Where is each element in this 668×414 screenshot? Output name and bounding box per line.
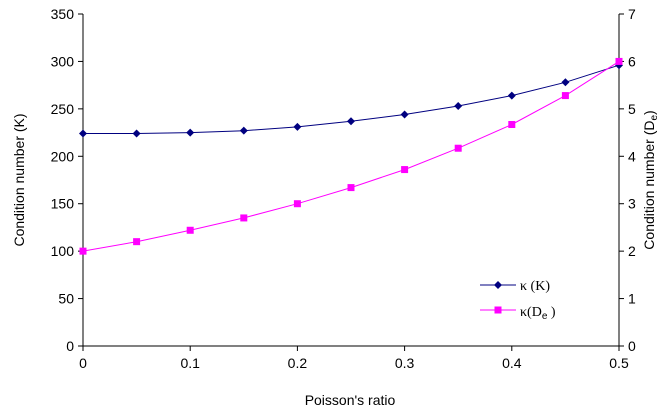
legend-label-k: κ (K) (520, 279, 550, 294)
plot-area (82, 14, 620, 347)
x-tick-label: 0.5 (609, 355, 629, 371)
y-axis-title-right: Condition number (De) (641, 110, 660, 249)
y-tick-left-label: 250 (51, 101, 75, 117)
x-tick-label: 0 (79, 355, 87, 371)
y-tick-left-label: 300 (51, 53, 75, 69)
data-point-1 (186, 226, 194, 234)
data-point-1 (133, 238, 141, 246)
y-axis-title-right-main: Condition number (D (641, 121, 657, 250)
data-point-1 (615, 57, 623, 65)
y-tick-right-label: 1 (628, 291, 636, 307)
data-point-0 (239, 126, 248, 135)
y-axis-title-right-sub: e (649, 115, 660, 121)
series-layer (79, 57, 623, 255)
y-tick-left-label: 150 (51, 196, 75, 212)
data-point-1 (347, 184, 355, 192)
data-point-0 (400, 110, 409, 119)
legend-marker-k (494, 281, 502, 289)
y-axis-title-right-close: ) (641, 110, 657, 115)
legend-label-de-main: κ(D (520, 305, 542, 320)
y-tick-right-label: 6 (628, 53, 636, 69)
y-ticks-right: 0 1 2 3 4 5 6 7 (619, 6, 636, 354)
legend: κ (K) κ(De ) (480, 279, 556, 322)
series-line-1 (82, 60, 620, 252)
x-tick-label: 0.2 (288, 355, 308, 371)
data-point-1 (401, 166, 409, 174)
data-point-1 (293, 200, 301, 208)
data-point-0 (79, 129, 87, 138)
y-tick-left-label: 0 (66, 338, 74, 354)
data-point-1 (240, 214, 248, 222)
legend-label-de-sub: e (542, 311, 548, 322)
data-point-0 (561, 78, 570, 87)
y-ticks-left: 0 50 100 150 200 250 300 350 (51, 6, 83, 354)
y-tick-right-label: 7 (628, 6, 636, 22)
data-point-1 (454, 144, 462, 152)
y-tick-right-label: 4 (628, 148, 636, 164)
x-tick-label: 0.4 (502, 355, 522, 371)
data-point-0 (293, 122, 302, 131)
x-axis-title: Poisson's ratio (305, 392, 396, 408)
data-point-1 (508, 121, 516, 129)
data-point-0 (507, 91, 516, 100)
data-point-1 (561, 92, 569, 100)
y-tick-right-label: 5 (628, 101, 636, 117)
data-point-0 (186, 128, 195, 137)
y-tick-left-label: 200 (51, 148, 75, 164)
data-point-0 (132, 129, 141, 138)
data-point-1 (79, 247, 87, 255)
y-tick-right-label: 0 (628, 338, 636, 354)
y-tick-left-label: 50 (58, 291, 74, 307)
legend-label-de: κ(De ) (520, 305, 556, 322)
y-tick-right-label: 3 (628, 196, 636, 212)
y-tick-right-label: 2 (628, 243, 636, 259)
y-axis-title-left: Condition number (K) (11, 113, 27, 246)
x-tick-label: 0.1 (180, 355, 200, 371)
y-tick-left-label: 350 (51, 6, 75, 22)
legend-label-de-close: ) (547, 305, 556, 320)
legend-marker-de (494, 306, 502, 314)
data-point-0 (454, 102, 463, 111)
x-ticks: 0 0.1 0.2 0.3 0.4 0.5 (79, 346, 629, 371)
y-tick-left-label: 100 (51, 243, 75, 259)
data-point-0 (347, 117, 355, 126)
x-tick-label: 0.3 (395, 355, 415, 371)
